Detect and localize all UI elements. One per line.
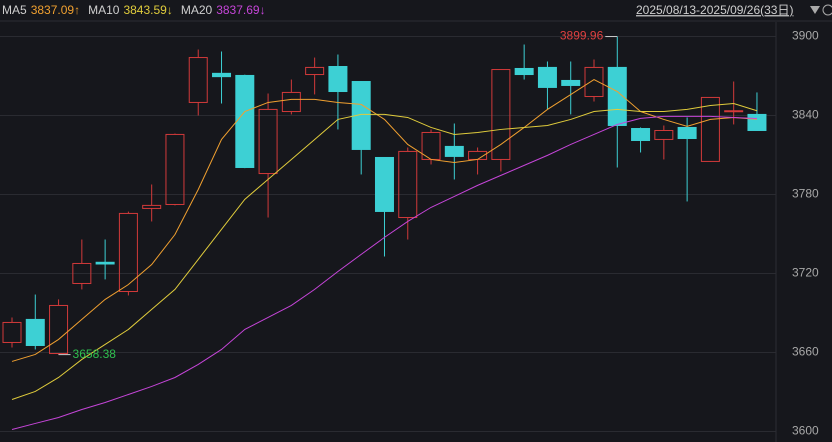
- legend-value: 3843.59↓: [123, 3, 172, 17]
- candle-body: [305, 66, 325, 76]
- legend-value: 3837.09↑: [31, 3, 80, 17]
- candle-body: [95, 261, 115, 265]
- candle-body: [142, 204, 162, 209]
- ma-line: [11, 102, 758, 400]
- candle-body: [724, 110, 744, 113]
- candle-body: [281, 91, 301, 113]
- candle-body: [514, 67, 534, 76]
- candle-body: [747, 113, 767, 131]
- candle-body: [118, 212, 138, 293]
- candle-body: [607, 66, 627, 126]
- y-tick-label: 3600: [792, 424, 819, 438]
- candle-body: [72, 262, 92, 284]
- legend-name: MA20: [181, 3, 213, 17]
- ma-line: [11, 78, 757, 362]
- y-tick-label: 3720: [792, 266, 819, 280]
- candle-body: [165, 133, 185, 205]
- min-annotation: 3658.38: [73, 347, 117, 361]
- candle-body: [328, 66, 348, 93]
- candle-body: [491, 69, 511, 160]
- candle-body: [398, 150, 418, 219]
- y-tick-label: 3840: [792, 108, 819, 122]
- y-tick-label: 3780: [792, 187, 819, 201]
- dropdown-icon[interactable]: [810, 6, 820, 14]
- legend-name: MA5: [2, 3, 27, 17]
- candle-body: [2, 321, 22, 343]
- date-range[interactable]: 2025/08/13-2025/09/26(33日): [636, 3, 793, 17]
- candle-body: [235, 74, 255, 168]
- ma-line: [11, 115, 757, 430]
- settings-icon[interactable]: [822, 4, 832, 16]
- candle-body: [537, 66, 557, 88]
- candle-body: [631, 128, 651, 141]
- max-annotation: 3899.96: [560, 29, 604, 43]
- legend: MA5 3837.09↑ MA10 3843.59↓ MA20 3837.69↓: [2, 3, 266, 17]
- y-tick-label: 3900: [792, 29, 819, 43]
- candle-body: [584, 66, 604, 98]
- candle-body: [351, 81, 371, 150]
- candle-body: [374, 156, 394, 212]
- candle-body: [25, 318, 45, 346]
- candle-body: [700, 96, 720, 162]
- candle-body: [258, 108, 278, 175]
- candle-body: [444, 145, 464, 157]
- legend-value: 3837.69↓: [216, 3, 265, 17]
- candle-body: [212, 72, 232, 78]
- y-tick-label: 3660: [792, 345, 819, 359]
- candle-body: [677, 126, 697, 140]
- candle-body: [654, 129, 674, 140]
- candle-body: [49, 304, 69, 355]
- candle-body: [188, 57, 208, 103]
- legend-name: MA10: [88, 3, 120, 17]
- candle-body: [561, 79, 581, 86]
